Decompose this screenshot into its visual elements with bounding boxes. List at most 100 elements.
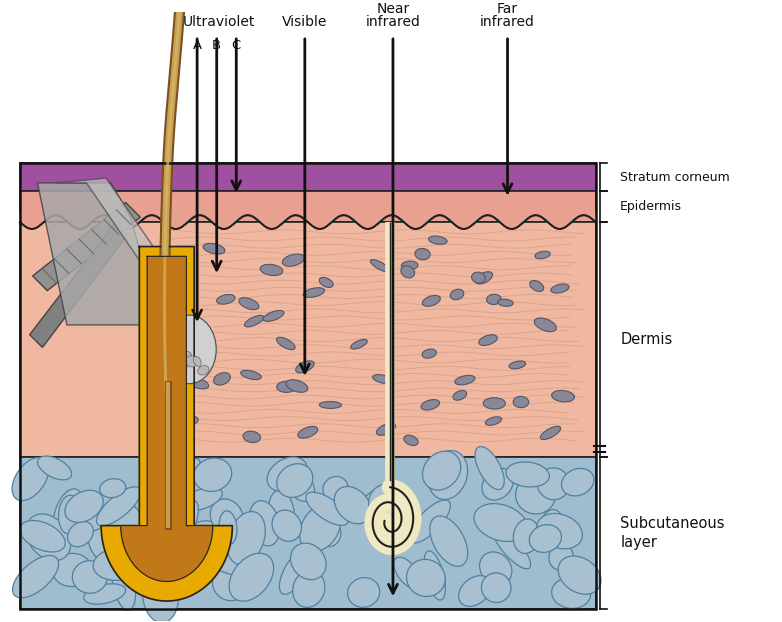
Ellipse shape bbox=[243, 431, 260, 442]
Ellipse shape bbox=[198, 366, 209, 375]
Ellipse shape bbox=[303, 288, 325, 297]
Text: Near: Near bbox=[376, 2, 410, 16]
Ellipse shape bbox=[203, 243, 225, 254]
Ellipse shape bbox=[409, 500, 450, 543]
Ellipse shape bbox=[472, 272, 485, 283]
Ellipse shape bbox=[129, 514, 159, 550]
Ellipse shape bbox=[422, 451, 461, 490]
Ellipse shape bbox=[93, 547, 145, 580]
Ellipse shape bbox=[241, 370, 261, 379]
Ellipse shape bbox=[493, 526, 530, 569]
Ellipse shape bbox=[509, 361, 526, 369]
Ellipse shape bbox=[267, 457, 307, 491]
Ellipse shape bbox=[213, 565, 249, 601]
Text: Stratum corneum: Stratum corneum bbox=[620, 170, 730, 183]
Ellipse shape bbox=[319, 277, 333, 287]
Ellipse shape bbox=[515, 476, 555, 514]
Ellipse shape bbox=[249, 501, 280, 546]
Ellipse shape bbox=[154, 358, 172, 366]
Ellipse shape bbox=[144, 537, 180, 572]
Ellipse shape bbox=[268, 490, 295, 537]
Ellipse shape bbox=[99, 479, 126, 498]
Ellipse shape bbox=[168, 500, 199, 552]
Ellipse shape bbox=[142, 566, 178, 622]
Ellipse shape bbox=[167, 538, 213, 573]
Text: Far: Far bbox=[497, 2, 518, 16]
Text: Ultraviolet: Ultraviolet bbox=[182, 15, 255, 29]
Bar bbox=[20, 191, 596, 222]
Ellipse shape bbox=[157, 483, 187, 513]
Ellipse shape bbox=[483, 397, 505, 409]
Ellipse shape bbox=[348, 578, 380, 607]
Ellipse shape bbox=[279, 550, 309, 594]
Ellipse shape bbox=[537, 468, 569, 499]
Polygon shape bbox=[30, 222, 127, 348]
Ellipse shape bbox=[112, 555, 135, 610]
Ellipse shape bbox=[213, 373, 231, 385]
Ellipse shape bbox=[84, 584, 126, 604]
Bar bbox=[20, 222, 596, 457]
Ellipse shape bbox=[290, 543, 326, 580]
Polygon shape bbox=[57, 178, 160, 276]
Ellipse shape bbox=[38, 456, 72, 480]
Ellipse shape bbox=[210, 499, 243, 535]
Ellipse shape bbox=[482, 573, 511, 603]
Polygon shape bbox=[38, 183, 155, 325]
Text: Subcutaneous
layer: Subcutaneous layer bbox=[620, 516, 725, 550]
Ellipse shape bbox=[486, 294, 501, 305]
Text: B: B bbox=[212, 39, 221, 52]
Ellipse shape bbox=[551, 391, 575, 402]
Ellipse shape bbox=[20, 521, 65, 552]
Ellipse shape bbox=[296, 361, 314, 373]
Ellipse shape bbox=[422, 295, 440, 306]
Ellipse shape bbox=[292, 570, 325, 608]
Bar bbox=[20, 457, 596, 609]
Ellipse shape bbox=[536, 513, 583, 549]
Ellipse shape bbox=[65, 490, 103, 522]
Ellipse shape bbox=[513, 519, 540, 554]
Ellipse shape bbox=[455, 375, 475, 385]
Ellipse shape bbox=[459, 575, 491, 606]
Ellipse shape bbox=[219, 511, 237, 545]
Polygon shape bbox=[120, 256, 213, 582]
Ellipse shape bbox=[179, 488, 222, 511]
Ellipse shape bbox=[540, 426, 561, 440]
Ellipse shape bbox=[475, 272, 493, 284]
Ellipse shape bbox=[72, 560, 107, 593]
Ellipse shape bbox=[209, 552, 249, 575]
Ellipse shape bbox=[192, 333, 206, 345]
Text: A: A bbox=[192, 39, 202, 52]
Ellipse shape bbox=[404, 435, 418, 445]
Ellipse shape bbox=[178, 363, 187, 371]
Ellipse shape bbox=[245, 315, 264, 327]
Ellipse shape bbox=[529, 525, 561, 552]
Ellipse shape bbox=[350, 340, 368, 349]
Ellipse shape bbox=[424, 551, 445, 600]
Ellipse shape bbox=[170, 364, 179, 376]
Ellipse shape bbox=[561, 468, 594, 496]
Ellipse shape bbox=[482, 468, 513, 500]
Ellipse shape bbox=[401, 266, 414, 278]
Ellipse shape bbox=[373, 374, 393, 384]
Ellipse shape bbox=[317, 519, 341, 547]
Ellipse shape bbox=[285, 468, 314, 501]
Ellipse shape bbox=[217, 294, 235, 304]
Ellipse shape bbox=[486, 417, 501, 425]
Ellipse shape bbox=[169, 356, 178, 366]
Ellipse shape bbox=[193, 356, 201, 366]
Ellipse shape bbox=[13, 555, 59, 598]
Ellipse shape bbox=[474, 504, 528, 542]
Bar bbox=[20, 164, 596, 191]
Ellipse shape bbox=[558, 556, 601, 594]
Ellipse shape bbox=[59, 495, 81, 534]
Ellipse shape bbox=[535, 251, 551, 259]
Ellipse shape bbox=[53, 489, 84, 539]
Ellipse shape bbox=[430, 516, 468, 566]
Ellipse shape bbox=[453, 391, 467, 400]
Ellipse shape bbox=[228, 511, 265, 565]
Ellipse shape bbox=[551, 284, 569, 293]
Ellipse shape bbox=[371, 259, 389, 272]
Bar bbox=[20, 164, 596, 609]
Ellipse shape bbox=[415, 248, 430, 260]
Ellipse shape bbox=[401, 261, 418, 270]
